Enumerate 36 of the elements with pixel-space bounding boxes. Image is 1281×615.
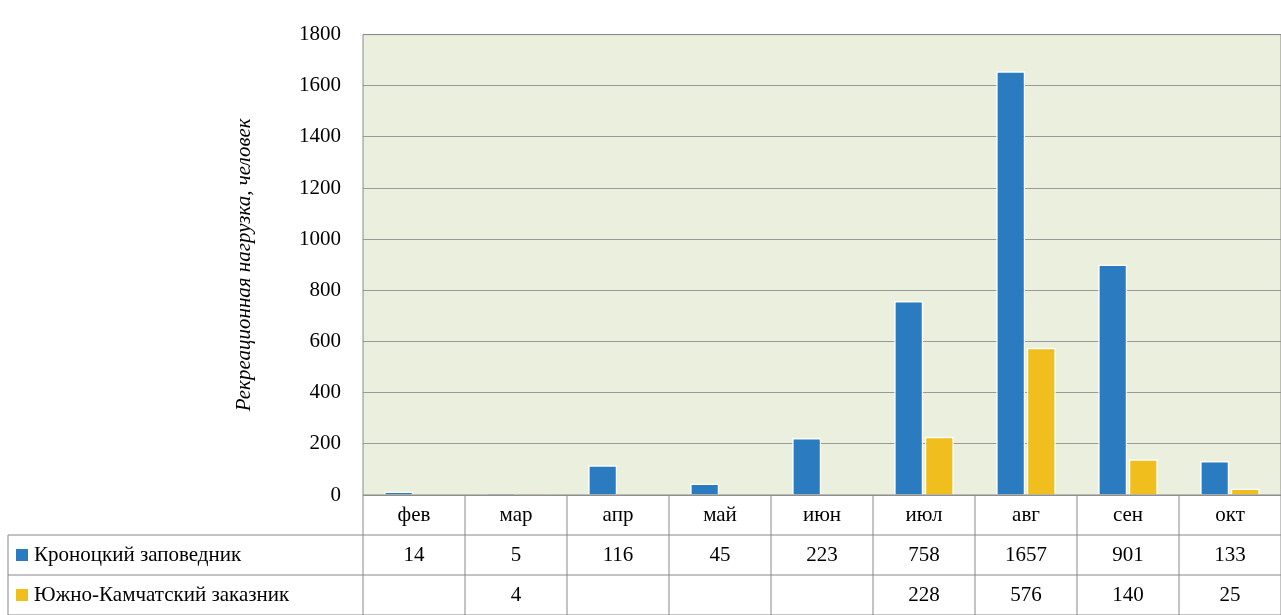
data-label: 133 bbox=[1214, 541, 1246, 566]
y-tick-label: 800 bbox=[309, 276, 341, 301]
y-tick-label: 400 bbox=[309, 379, 341, 404]
data-label: 116 bbox=[602, 541, 634, 566]
data-label: 25 bbox=[1219, 581, 1241, 606]
x-tick-label: окт bbox=[1215, 501, 1245, 526]
x-tick-label: июл bbox=[905, 501, 943, 526]
legend-label: Южно-Камчатский заказник bbox=[34, 581, 291, 606]
data-label: 14 bbox=[403, 541, 425, 566]
data-label: 228 bbox=[908, 581, 940, 606]
y-tick-label: 1800 bbox=[299, 21, 341, 46]
data-label: 576 bbox=[1010, 581, 1042, 606]
y-tick-label: 1600 bbox=[299, 72, 341, 97]
y-tick-label: 0 bbox=[330, 481, 341, 506]
y-tick-label: 1000 bbox=[299, 225, 341, 250]
y-axis-title: Рекреационная нагрузка, человек bbox=[231, 118, 256, 413]
x-tick-label: мар bbox=[499, 501, 533, 526]
data-label: 901 bbox=[1112, 541, 1144, 566]
data-label: 758 bbox=[908, 541, 940, 566]
x-tick-label: июн bbox=[802, 501, 842, 526]
x-tick-label: май bbox=[703, 501, 737, 526]
data-label: 45 bbox=[709, 541, 731, 566]
x-tick-label: фев bbox=[397, 501, 431, 526]
y-tick-label: 1400 bbox=[299, 123, 341, 148]
data-label: 1657 bbox=[1005, 541, 1047, 566]
data-label: 4 bbox=[510, 581, 522, 606]
y-tick-label: 600 bbox=[309, 328, 341, 353]
y-tick-label: 200 bbox=[309, 430, 341, 455]
x-tick-label: апр bbox=[602, 501, 634, 526]
legend-label: Кроноцкий заповедник bbox=[34, 541, 242, 566]
data-label: 5 bbox=[510, 541, 522, 566]
data-label: 140 bbox=[1112, 581, 1144, 606]
y-tick-label: 1200 bbox=[299, 174, 341, 199]
x-tick-label: сен bbox=[1112, 501, 1144, 526]
x-tick-label: авг bbox=[1012, 501, 1041, 526]
data-label: 223 bbox=[806, 541, 838, 566]
